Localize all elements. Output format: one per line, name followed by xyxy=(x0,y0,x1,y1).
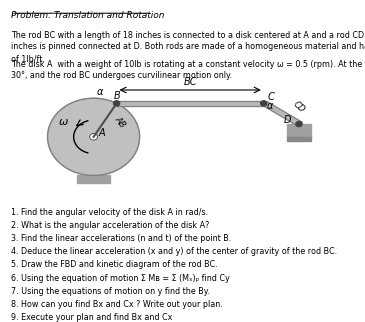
Circle shape xyxy=(47,98,139,175)
Text: BC: BC xyxy=(184,77,197,87)
Text: 8. How can you find Bx and Cx ? Write out your plan.: 8. How can you find Bx and Cx ? Write ou… xyxy=(11,300,223,309)
Circle shape xyxy=(114,101,120,106)
Text: 2. What is the angular acceleration of the disk A?: 2. What is the angular acceleration of t… xyxy=(11,221,209,230)
Text: B: B xyxy=(114,91,121,101)
Text: D: D xyxy=(284,115,292,125)
Text: C: C xyxy=(268,92,274,102)
Text: $\alpha$: $\alpha$ xyxy=(266,101,274,111)
Text: 3. Find the linear accelerations (n and t) of the point B.: 3. Find the linear accelerations (n and … xyxy=(11,234,231,243)
Bar xyxy=(264,102,303,127)
Text: 1. Find the angular velocity of the disk A in rad/s.: 1. Find the angular velocity of the disk… xyxy=(11,208,208,217)
Bar xyxy=(264,102,303,127)
Text: 5. Draw the FBD and kinetic diagram of the rod BC.: 5. Draw the FBD and kinetic diagram of t… xyxy=(11,260,218,270)
Bar xyxy=(287,124,311,137)
Text: AB: AB xyxy=(113,115,127,129)
Bar xyxy=(77,175,111,183)
Text: A: A xyxy=(98,128,105,138)
Text: 9. Execute your plan and find Bx and Cx: 9. Execute your plan and find Bx and Cx xyxy=(11,313,172,322)
Text: 6. Using the equation of motion Σ Mʙ = Σ (Mₓ)ₚ find Cy: 6. Using the equation of motion Σ Mʙ = Σ… xyxy=(11,274,230,283)
Text: The rod BC with a length of 18 inches is connected to a disk centered at A and a: The rod BC with a length of 18 inches is… xyxy=(11,31,365,63)
Text: 7. Using the equations of motion on y find the By.: 7. Using the equations of motion on y fi… xyxy=(11,287,210,296)
Text: Problem: Translation and Rotation: Problem: Translation and Rotation xyxy=(11,11,165,20)
Bar xyxy=(116,101,264,106)
Text: CD: CD xyxy=(291,99,306,114)
Circle shape xyxy=(261,101,267,106)
Circle shape xyxy=(89,134,97,140)
Bar xyxy=(287,137,311,141)
Bar xyxy=(116,101,264,106)
Circle shape xyxy=(296,121,302,127)
Text: 4. Deduce the linear acceleration (x and y) of the center of gravity of the rod : 4. Deduce the linear acceleration (x and… xyxy=(11,247,337,256)
Text: $\omega$: $\omega$ xyxy=(58,117,69,127)
Text: The disk A  with a weight of 10lb is rotating at a constant velocity ω = 0.5 (rp: The disk A with a weight of 10lb is rota… xyxy=(11,60,365,80)
Text: $\alpha$: $\alpha$ xyxy=(96,87,104,97)
